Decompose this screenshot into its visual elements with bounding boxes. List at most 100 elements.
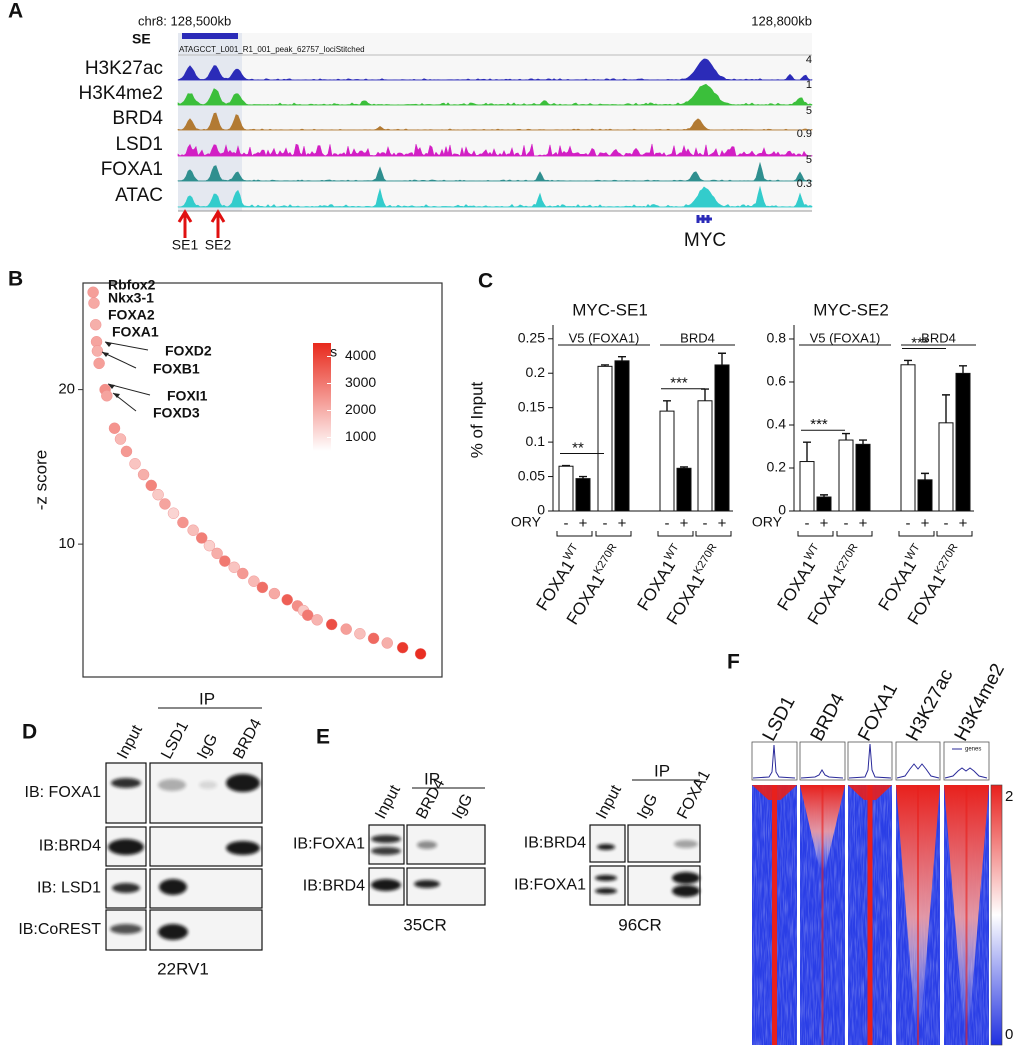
- track-label: H3K4me2: [79, 83, 164, 104]
- blot-row-label: IB: LSD1: [37, 880, 101, 897]
- colorbar-tick-label: 2000: [345, 401, 376, 417]
- ip-label: IP: [199, 689, 215, 708]
- colorbar: [313, 343, 331, 451]
- bar: [697, 400, 713, 512]
- lane-label: Input: [114, 722, 146, 762]
- error-bar: [942, 394, 950, 423]
- group-header: V5 (FOXA1): [569, 330, 640, 345]
- blot-band: [226, 774, 260, 792]
- ip-label: IP: [424, 769, 440, 788]
- x-tick-label: -: [665, 515, 670, 532]
- heatmap-column-label: H3K4me2: [951, 660, 1009, 744]
- bar: [917, 479, 933, 512]
- colorbar-tick-label: 2: [1005, 788, 1013, 805]
- lane-label: FOXA1: [674, 767, 714, 821]
- error-bar: [842, 432, 850, 441]
- point: [177, 516, 189, 529]
- track-scale: 4: [806, 54, 812, 66]
- bar: [558, 465, 574, 512]
- blot-band: [110, 924, 142, 934]
- ip-label: IP: [654, 761, 670, 780]
- x-tick-label: -: [844, 515, 849, 532]
- bar: [799, 461, 815, 512]
- point: [167, 507, 180, 519]
- y-tick-label: 0.1: [526, 433, 546, 449]
- group-header: BRD4: [680, 330, 715, 345]
- point: [108, 422, 121, 434]
- track-scale: 5: [806, 105, 812, 117]
- x-tick-label: +: [718, 515, 727, 532]
- bar: [714, 364, 730, 512]
- error-bar: [820, 494, 828, 498]
- point-annotation: Nkx3-1: [108, 290, 154, 306]
- lane-label: Input: [372, 782, 404, 822]
- point: [91, 345, 104, 357]
- arrow-head: [113, 393, 120, 398]
- arrow-head: [105, 342, 112, 347]
- error-bar: [680, 466, 688, 469]
- blot-band: [108, 839, 144, 855]
- bar: [855, 443, 871, 512]
- se-track-label: SE: [132, 31, 151, 47]
- point: [93, 357, 105, 370]
- x-tick-label: -: [564, 515, 569, 532]
- x-tick-label: -: [906, 515, 911, 532]
- heatmap-center: [867, 785, 873, 1045]
- blot-band: [595, 888, 617, 894]
- coordinate-right: 128,800kb: [751, 13, 812, 28]
- y-tick-label: 0.6: [767, 373, 787, 389]
- x-tick-label: +: [579, 515, 588, 532]
- bar: [659, 410, 675, 512]
- blot-box: [589, 824, 626, 863]
- point: [89, 319, 102, 331]
- error-bar: [579, 475, 587, 479]
- cell-line-label: 22RV1: [157, 959, 209, 978]
- point: [137, 468, 150, 481]
- y-tick-label: 0.25: [518, 329, 545, 345]
- plot-frame: [82, 282, 443, 678]
- significance-label: ***: [911, 334, 929, 351]
- group-bracket: [898, 531, 935, 537]
- heatmap-center: [772, 785, 777, 1045]
- lane-label: IgG: [449, 791, 476, 822]
- point: [88, 297, 100, 309]
- blot-band: [112, 883, 140, 893]
- gene-label: MYC: [684, 230, 726, 251]
- error-bar: [601, 364, 609, 367]
- point: [87, 286, 99, 298]
- se-file-name: ATAGCCT_L001_R1_001_peak_62757_lociStitc…: [179, 45, 365, 54]
- point: [114, 433, 127, 445]
- y-tick-label: 10: [58, 535, 75, 552]
- lane-label: Input: [593, 782, 625, 822]
- point: [152, 488, 164, 501]
- lane-label: IgG: [634, 791, 661, 822]
- heatmap-column-label: FOXA1: [854, 680, 902, 745]
- blot-row-label: IB:BRD4: [303, 878, 365, 895]
- bar: [955, 372, 971, 512]
- arrow-head: [108, 384, 115, 389]
- blot-band: [414, 880, 440, 888]
- x-tick-label: +: [680, 515, 689, 532]
- panel-label: B: [8, 268, 23, 291]
- panel-d: D IP Input LSD1 IgG BRD4 IB: FOXA1 IB:BRD4 IB: L…: [18, 689, 265, 978]
- blot-box: [589, 865, 626, 906]
- point: [237, 567, 249, 580]
- blot-band: [158, 779, 186, 791]
- point: [396, 641, 409, 654]
- blot-band: [199, 781, 217, 789]
- group-bracket: [657, 531, 694, 537]
- bar: [816, 496, 832, 512]
- panel-label: F: [727, 651, 740, 674]
- x-tick-label: +: [820, 515, 829, 532]
- blot-band: [226, 841, 260, 855]
- bar: [938, 422, 954, 512]
- error-bar: [959, 365, 967, 374]
- panel-c: C % of Input MYC-SE1 0 0.05 0.1 0.15 0.2 0.25 V5 …: [467, 270, 976, 628]
- heatmap-center: [917, 785, 919, 1045]
- x-axis-label: ORY: [511, 514, 542, 530]
- group-bracket: [936, 531, 973, 537]
- group-header: BRD4: [921, 330, 956, 345]
